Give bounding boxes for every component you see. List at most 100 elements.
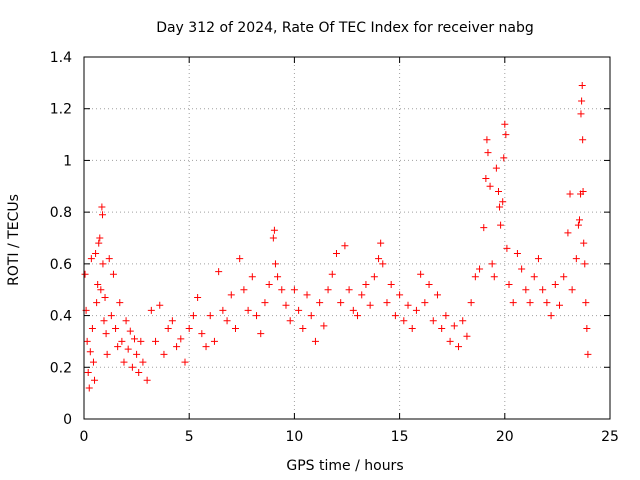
data-point xyxy=(206,312,214,320)
x-tick-label: 5 xyxy=(185,429,194,445)
data-point xyxy=(482,175,490,183)
data-point xyxy=(103,350,111,358)
data-point xyxy=(261,299,269,307)
grid xyxy=(84,57,610,419)
data-point xyxy=(471,273,479,281)
data-point xyxy=(496,203,504,211)
data-point xyxy=(94,281,102,289)
data-point xyxy=(122,317,130,325)
data-point xyxy=(509,299,517,307)
data-point xyxy=(265,281,273,289)
data-point xyxy=(86,348,94,356)
data-point xyxy=(486,182,494,190)
data-point xyxy=(177,335,185,343)
data-point xyxy=(240,286,248,294)
data-point xyxy=(467,299,475,307)
data-point xyxy=(377,239,385,247)
data-point xyxy=(551,281,559,289)
data-point xyxy=(584,350,592,358)
y-tick-label: 0.4 xyxy=(50,309,72,325)
data-point xyxy=(543,299,551,307)
data-point xyxy=(387,281,395,289)
data-point xyxy=(408,325,416,332)
data-point xyxy=(97,286,105,294)
data-point xyxy=(156,301,164,309)
data-point xyxy=(324,286,332,294)
data-point xyxy=(147,306,155,314)
data-point xyxy=(412,306,420,314)
plot-frame xyxy=(83,56,611,420)
data-point xyxy=(271,260,279,268)
data-point xyxy=(311,337,319,345)
data-point xyxy=(578,97,586,105)
y-tick-label: 0.8 xyxy=(50,205,72,221)
x-tick-label: 15 xyxy=(391,429,409,445)
data-point xyxy=(337,299,345,307)
data-point xyxy=(173,343,181,351)
data-point xyxy=(480,224,488,232)
data-point xyxy=(442,312,450,320)
data-points xyxy=(81,81,592,392)
data-point xyxy=(433,291,441,299)
data-point xyxy=(135,368,143,376)
data-point xyxy=(383,299,391,307)
data-point xyxy=(83,337,91,345)
data-point xyxy=(290,286,298,294)
data-point xyxy=(539,286,547,294)
data-point xyxy=(332,250,340,258)
data-point xyxy=(513,250,521,258)
data-point xyxy=(87,255,95,263)
data-point xyxy=(274,273,282,281)
data-point xyxy=(303,291,311,299)
data-point xyxy=(244,306,252,314)
data-point xyxy=(375,255,383,263)
data-point xyxy=(582,299,590,307)
data-point xyxy=(109,270,117,278)
data-point xyxy=(89,358,97,366)
data-point xyxy=(114,343,122,351)
data-point xyxy=(583,325,591,332)
data-point xyxy=(547,312,555,320)
data-point xyxy=(501,120,509,128)
data-point xyxy=(112,325,120,332)
data-point xyxy=(100,317,108,325)
data-point xyxy=(579,136,587,144)
data-point xyxy=(143,376,151,384)
data-point xyxy=(99,260,107,268)
data-point xyxy=(307,312,315,320)
data-point xyxy=(295,306,303,314)
data-point xyxy=(227,291,235,299)
data-point xyxy=(560,273,568,281)
x-tick-label: 25 xyxy=(601,429,619,445)
data-point xyxy=(137,337,145,345)
data-point xyxy=(118,337,126,345)
data-point xyxy=(492,164,500,172)
data-point xyxy=(500,154,508,162)
data-point xyxy=(219,306,227,314)
data-point xyxy=(92,250,100,258)
data-point xyxy=(556,301,564,309)
data-point xyxy=(484,149,492,157)
data-point xyxy=(128,363,136,371)
data-point xyxy=(81,270,89,278)
data-point xyxy=(139,358,147,366)
data-point xyxy=(522,286,530,294)
data-point xyxy=(580,239,588,247)
data-point xyxy=(130,335,138,343)
data-point xyxy=(185,325,193,332)
data-point xyxy=(198,330,206,338)
data-point xyxy=(248,273,256,281)
data-point xyxy=(579,187,587,195)
data-point xyxy=(91,376,99,384)
data-point xyxy=(160,350,168,358)
data-point xyxy=(278,286,286,294)
data-point xyxy=(396,291,404,299)
data-point xyxy=(120,358,128,366)
data-point xyxy=(499,198,507,206)
y-tick-label: 1.2 xyxy=(50,102,72,118)
data-point xyxy=(450,322,458,330)
data-point xyxy=(257,330,265,338)
data-point xyxy=(564,229,572,237)
data-point xyxy=(577,110,585,118)
data-point xyxy=(463,332,471,340)
